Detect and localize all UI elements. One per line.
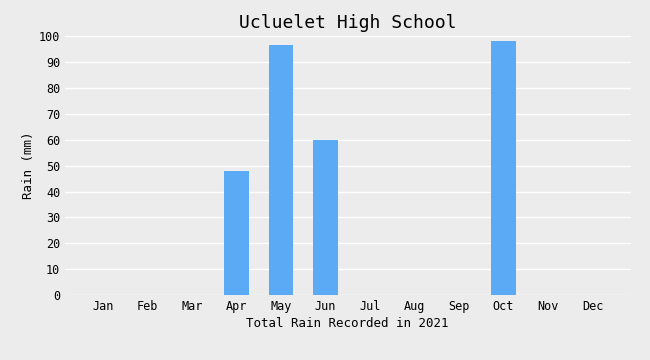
X-axis label: Total Rain Recorded in 2021: Total Rain Recorded in 2021 <box>246 317 449 330</box>
Bar <box>224 171 249 295</box>
Bar <box>491 41 516 295</box>
Y-axis label: Rain (mm): Rain (mm) <box>21 132 34 199</box>
Title: Ucluelet High School: Ucluelet High School <box>239 14 456 32</box>
Bar <box>268 45 293 295</box>
Bar <box>313 140 338 295</box>
